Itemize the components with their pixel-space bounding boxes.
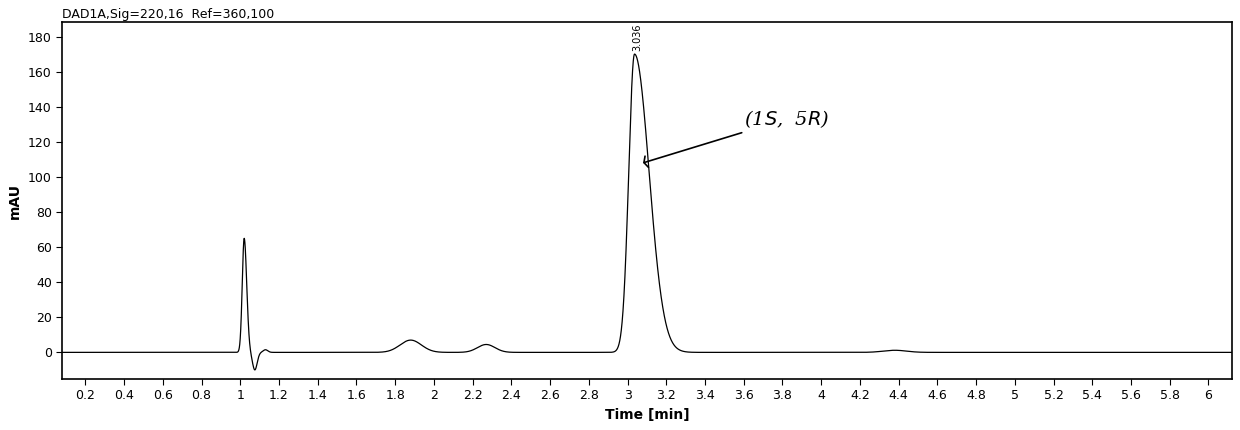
Text: 3.036: 3.036 [632, 23, 642, 51]
X-axis label: Time [min]: Time [min] [605, 408, 689, 422]
Y-axis label: mAU: mAU [9, 183, 22, 218]
Text: DAD1A,Sig=220,16  Ref=360,100: DAD1A,Sig=220,16 Ref=360,100 [62, 8, 274, 22]
Text: (1$S$,  5$R$): (1$S$, 5$R$) [644, 108, 830, 167]
